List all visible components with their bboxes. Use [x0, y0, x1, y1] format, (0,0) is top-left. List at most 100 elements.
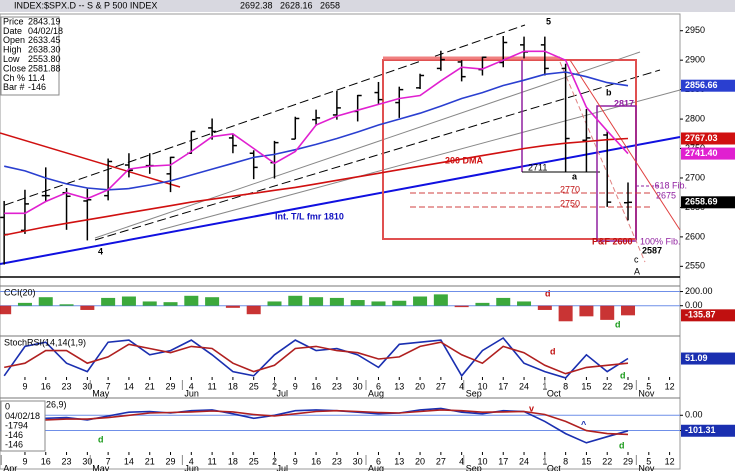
annotation: d: [615, 319, 621, 329]
info-label: Price: [3, 16, 24, 26]
trendline: [94, 69, 661, 241]
annotation: ^: [581, 419, 587, 429]
trendline: [569, 59, 681, 231]
x-tick-label: 18: [228, 456, 238, 466]
x-tick-label: 6: [376, 381, 381, 391]
annotation: d: [620, 370, 626, 380]
bar: [101, 297, 116, 306]
last-value-box: [681, 79, 735, 92]
month-label: May: [92, 463, 110, 471]
month-label: Nov: [638, 463, 655, 471]
info-value: 04/02/18: [28, 26, 63, 36]
x-tick-label: 13: [394, 381, 404, 391]
box: [382, 59, 637, 240]
y-tick-label: 2550: [685, 261, 705, 271]
trendlines: [0, 24, 681, 278]
x-tick-label: 27: [436, 381, 446, 391]
x-tick-label: 9: [22, 456, 27, 466]
x-tick-label: 10: [477, 381, 487, 391]
last-value-label: 2658.69: [685, 197, 718, 207]
chart-title: INDEX:$SPX.D -- S & P 500 INDEX: [14, 0, 157, 10]
x-tick-label: 18: [228, 381, 238, 391]
x-tick-label: 4: [189, 381, 194, 391]
y-tick-label: 200.00: [685, 286, 713, 296]
x-tick-label: 8: [563, 456, 568, 466]
annotation: c: [634, 254, 639, 264]
x-tick-label: 6: [376, 456, 381, 466]
plot-frame: [0, 13, 681, 470]
bar: [537, 305, 552, 310]
x-tick-label: 4: [459, 381, 464, 391]
x-tick-label: 30: [82, 456, 92, 466]
x-tick-label: 25: [249, 381, 259, 391]
x-tick-label: 30: [353, 381, 363, 391]
y-tick-label: 2950: [685, 25, 705, 35]
info-value: 2633.45: [28, 35, 61, 45]
x-tick-label: 16: [41, 381, 51, 391]
annotation: a: [572, 171, 578, 181]
trendline: [559, 61, 646, 263]
month-label: May: [92, 388, 110, 398]
x-tick-label: 17: [498, 381, 508, 391]
annotation: A: [634, 266, 640, 276]
info-label: Bar #: [3, 82, 25, 92]
x-tick-label: 20: [415, 456, 425, 466]
x-tick-label: 4: [189, 456, 194, 466]
month-label: Jul: [276, 388, 288, 398]
series-line: [3, 336, 629, 379]
header-bar: [0, 0, 735, 12]
x-tick-label: 12: [665, 381, 675, 391]
annotation: b: [606, 87, 612, 97]
info-value: 2843.19: [28, 16, 61, 26]
month-label: Apr: [3, 463, 17, 471]
trendline: [0, 132, 181, 188]
x-tick-label: 16: [41, 456, 51, 466]
legend-value: -1794: [5, 420, 28, 430]
x-tick-label: 11: [207, 381, 216, 391]
bar: [184, 295, 199, 306]
bar: [579, 305, 594, 317]
x-tick-label: 5: [646, 456, 651, 466]
annotation: .618 Fib.: [652, 180, 687, 190]
annotation: 5: [546, 16, 551, 26]
bar: [0, 305, 12, 315]
x-tick-label: 12: [665, 456, 675, 466]
x-tick-label: 17: [498, 456, 508, 466]
annotation: P&F 2600: [592, 236, 633, 246]
bar: [350, 300, 365, 306]
header-value: 2658: [320, 0, 340, 10]
bar: [163, 302, 178, 306]
info-value: -146: [28, 82, 46, 92]
bar: [475, 302, 490, 306]
annotation: 200 DMA: [445, 155, 484, 165]
y-tick-label: 2700: [685, 172, 705, 182]
x-tick-label: 16: [311, 456, 321, 466]
annotation: d: [550, 346, 556, 356]
month-label: Jun: [184, 388, 199, 398]
x-tick-label: 27: [436, 456, 446, 466]
x-tick-label: 14: [124, 381, 134, 391]
annotation: 2675: [656, 190, 676, 200]
bar: [413, 296, 428, 306]
bar: [600, 305, 615, 320]
last-value-label: 2741.40: [685, 148, 718, 158]
x-tick-label: 23: [62, 381, 72, 391]
x-tick-label: 23: [332, 381, 342, 391]
bar: [142, 301, 157, 306]
x-tick-label: 4: [459, 456, 464, 466]
trendline: [0, 136, 681, 265]
annotation: d: [98, 434, 104, 444]
x-tick-label: 5: [646, 381, 651, 391]
y-tick-label: 0.00: [685, 410, 703, 420]
month-label: Aug: [368, 463, 384, 471]
y-tick-label: 2900: [685, 55, 705, 65]
info-value: 2553.80: [28, 54, 61, 64]
y-tick-label: 2600: [685, 231, 705, 241]
x-tick-label: 15: [581, 456, 591, 466]
x-tick-label: 24: [519, 456, 529, 466]
x-tick-label: 20: [415, 381, 425, 391]
bar: [517, 301, 532, 306]
bar: [288, 295, 303, 306]
bar: [267, 301, 282, 306]
annotation: d: [619, 440, 625, 450]
